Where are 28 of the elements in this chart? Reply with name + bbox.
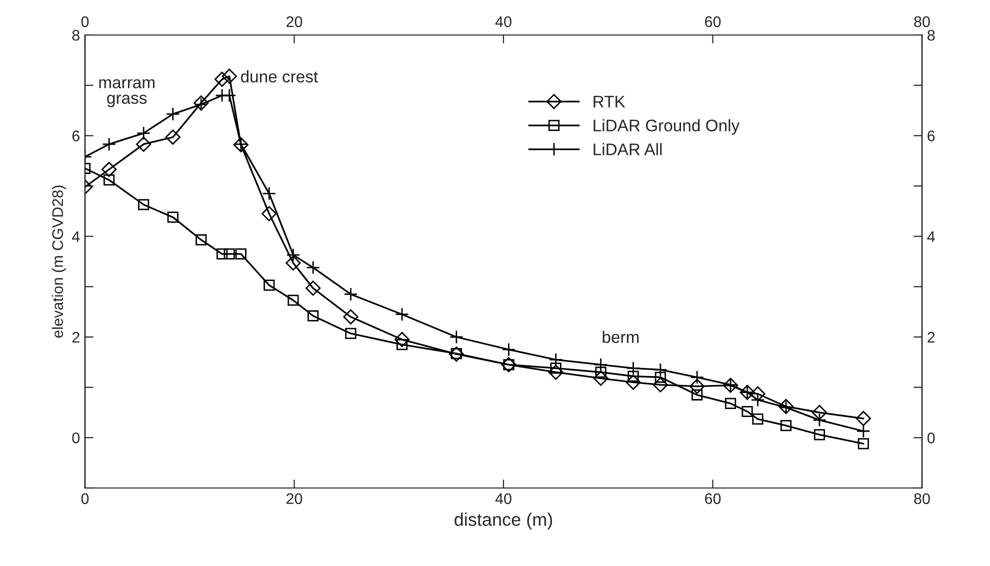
y2-tick-label: 4 [927,231,935,242]
x-tick-label: 80 [914,493,930,504]
annotation: marram grass [99,79,154,108]
legend-label: LiDAR Ground Only [594,119,740,135]
legend-label: RTK [594,96,626,108]
x2-tick-label: 40 [495,16,512,28]
x-tick-label: 60 [705,493,721,504]
x-axis-title: distance (m) [454,512,552,530]
y-tick-label: 2 [72,332,80,343]
x-tick-label: 40 [495,493,512,504]
y-tick-label: 0 [72,432,80,444]
y2-tick-label: 6 [928,130,935,142]
y-axis-title: elevation (m CGVD28) [52,186,66,338]
x2-tick-label: 80 [914,16,930,28]
y-tick-label: 8 [72,30,80,41]
x2-tick-label: 60 [705,16,721,28]
x2-tick-label: 0 [81,16,89,28]
y2-tick-label: 0 [927,432,935,444]
x-tick-label: 20 [286,493,302,504]
x-tick-label: 0 [81,493,89,504]
legend-label: LiDAR All [594,143,662,156]
y-tick-label: 6 [72,130,80,142]
y2-tick-label: 2 [928,332,935,343]
y-tick-label: 4 [72,231,80,242]
x2-tick-label: 20 [286,16,302,28]
annotation: dune crest [240,70,318,83]
annotation: berm [602,330,639,343]
y2-tick-label: 8 [928,30,935,41]
